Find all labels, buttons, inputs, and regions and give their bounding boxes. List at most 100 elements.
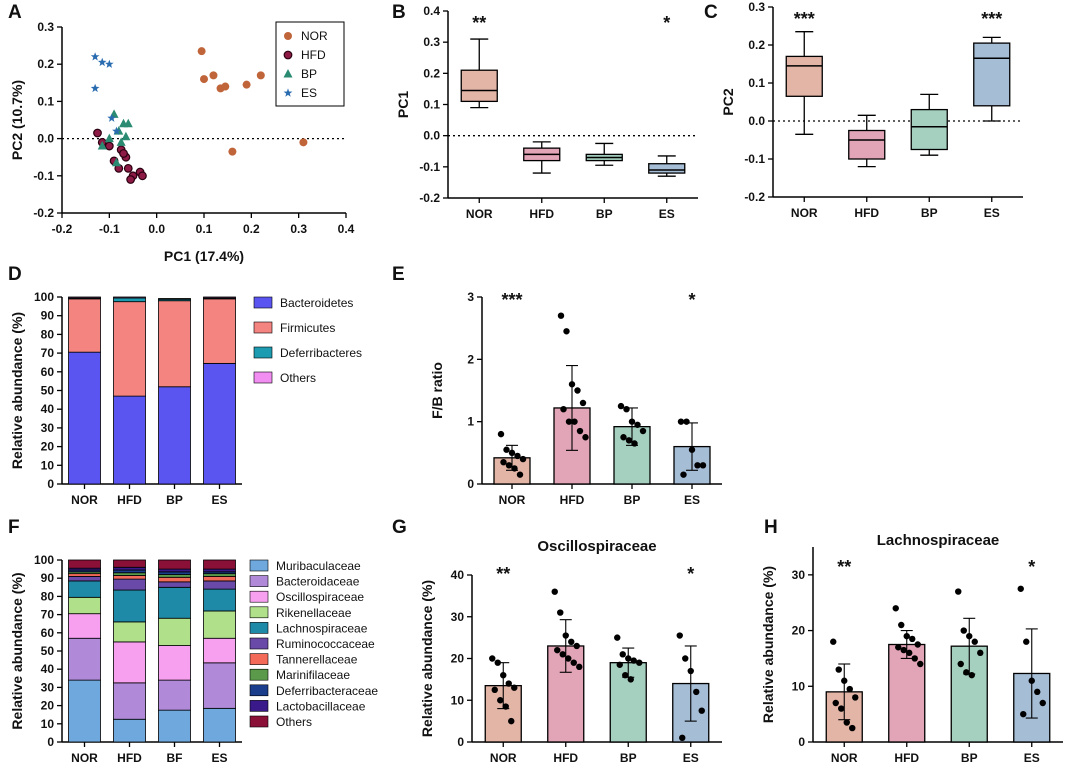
y-tick-label: 2	[467, 352, 474, 366]
legend-swatch	[253, 346, 273, 359]
y-tick-label: 0.2	[423, 66, 440, 80]
x-tick-label: HFD	[553, 751, 578, 764]
data-point	[503, 446, 510, 453]
stack-segment	[203, 362, 236, 485]
data-point	[562, 632, 569, 639]
stack-segment	[203, 610, 236, 639]
stack-segment	[68, 573, 101, 577]
legend-label: Lactobacillaceae	[276, 699, 366, 713]
stack-segment	[68, 596, 101, 615]
x-axis-title: PC1 (17.4%)	[164, 248, 244, 264]
data-point	[614, 634, 621, 641]
legend-label: Marinifilaceae	[276, 668, 350, 682]
bar-chart-g: 0 10 20 30 40 Relative abundance (%) NOR HFD BP E…	[419, 538, 722, 764]
data-point	[917, 660, 924, 668]
y-tick-label: 50	[41, 644, 55, 658]
stacked-bar-chart-d: 0 10 20 30 40 50 60 70 80 90 100 Relative abundance…	[9, 290, 362, 507]
data-point	[104, 133, 114, 143]
panel-label-g: G	[392, 517, 407, 538]
data-point	[628, 418, 636, 425]
x-tick-label: HFD	[529, 207, 554, 221]
x-tick-label: -0.1	[99, 222, 120, 236]
data-point	[620, 434, 627, 441]
stack-segment	[158, 645, 191, 681]
legend-swatch	[249, 606, 269, 619]
data-point	[625, 655, 632, 662]
stack-segment	[113, 575, 146, 580]
data-point	[682, 655, 689, 662]
stack-segment	[113, 578, 146, 591]
y-tick-label: 20	[451, 652, 465, 666]
panel-label-h: H	[764, 517, 778, 538]
significance-mark: *	[688, 290, 695, 310]
data-point	[573, 642, 580, 650]
data-point	[631, 440, 638, 447]
data-point	[121, 131, 131, 141]
x-tick-label: 0.1	[196, 222, 213, 236]
stack-segment	[113, 572, 146, 576]
data-point	[565, 418, 573, 425]
stack-segment	[203, 573, 236, 577]
y-tick-label: 0	[457, 735, 464, 749]
x-tick-label: ES	[984, 206, 1000, 220]
data-point	[835, 666, 842, 673]
x-tick-label: NOR	[490, 751, 517, 764]
legend-label: BP	[301, 67, 317, 81]
y-axis-title: Relative abundance (%)	[9, 312, 25, 469]
legend-swatch	[249, 637, 269, 650]
legend-label: Rikenellaceae	[276, 606, 352, 620]
data-point	[104, 141, 114, 151]
data-point	[617, 402, 625, 410]
x-tick-label: 0.3	[290, 222, 307, 236]
stack-segment	[203, 580, 236, 590]
data-point	[557, 609, 564, 616]
data-point	[963, 669, 970, 676]
x-tick-label: HFD	[117, 751, 142, 764]
x-tick-label: NOR	[466, 207, 493, 221]
y-tick-label: -0.1	[744, 152, 765, 166]
legend-label: Ruminococcaceae	[276, 637, 375, 651]
box	[785, 55, 823, 97]
data-point	[906, 649, 913, 657]
y-tick-label: 0.2	[748, 38, 765, 52]
data-point	[123, 118, 133, 128]
data-point	[1017, 585, 1024, 592]
data-point	[687, 667, 694, 675]
data-point	[634, 421, 641, 428]
y-tick-label: 70	[41, 346, 55, 360]
data-point	[568, 638, 575, 645]
data-point	[497, 430, 505, 438]
x-tick-label: BP	[596, 207, 613, 221]
x-tick-label: ES	[683, 751, 699, 764]
x-tick-label: 0.2	[243, 222, 260, 236]
chart-title: Lachnospiraceae	[877, 532, 1000, 549]
data-point	[694, 462, 701, 469]
y-axis-title: Relative abundance (%)	[9, 572, 25, 729]
legend-swatch	[249, 668, 269, 681]
data-point	[966, 632, 973, 640]
data-point	[200, 75, 208, 84]
x-tick-label: HFD	[854, 206, 879, 220]
x-tick-label: NOR	[831, 751, 858, 764]
data-point	[508, 449, 516, 457]
y-tick-label: 30	[451, 610, 465, 624]
data-point	[898, 621, 905, 629]
data-point	[576, 663, 583, 671]
stack-segment	[158, 559, 191, 570]
data-point	[636, 659, 643, 666]
data-point	[1020, 710, 1027, 718]
data-point	[228, 147, 237, 156]
x-tick-label: BP	[166, 493, 183, 507]
stack-segment	[203, 298, 236, 364]
stack-segment	[68, 580, 101, 598]
stack-segment	[113, 296, 146, 299]
data-point	[123, 163, 133, 173]
y-tick-label: 0.1	[37, 94, 54, 108]
y-tick-label: 0.1	[423, 98, 440, 112]
legend-swatch	[253, 371, 273, 384]
stack-segment	[158, 386, 191, 485]
legend-label: Oscillospiraceae	[276, 590, 364, 604]
significance-mark: *	[1028, 557, 1035, 577]
